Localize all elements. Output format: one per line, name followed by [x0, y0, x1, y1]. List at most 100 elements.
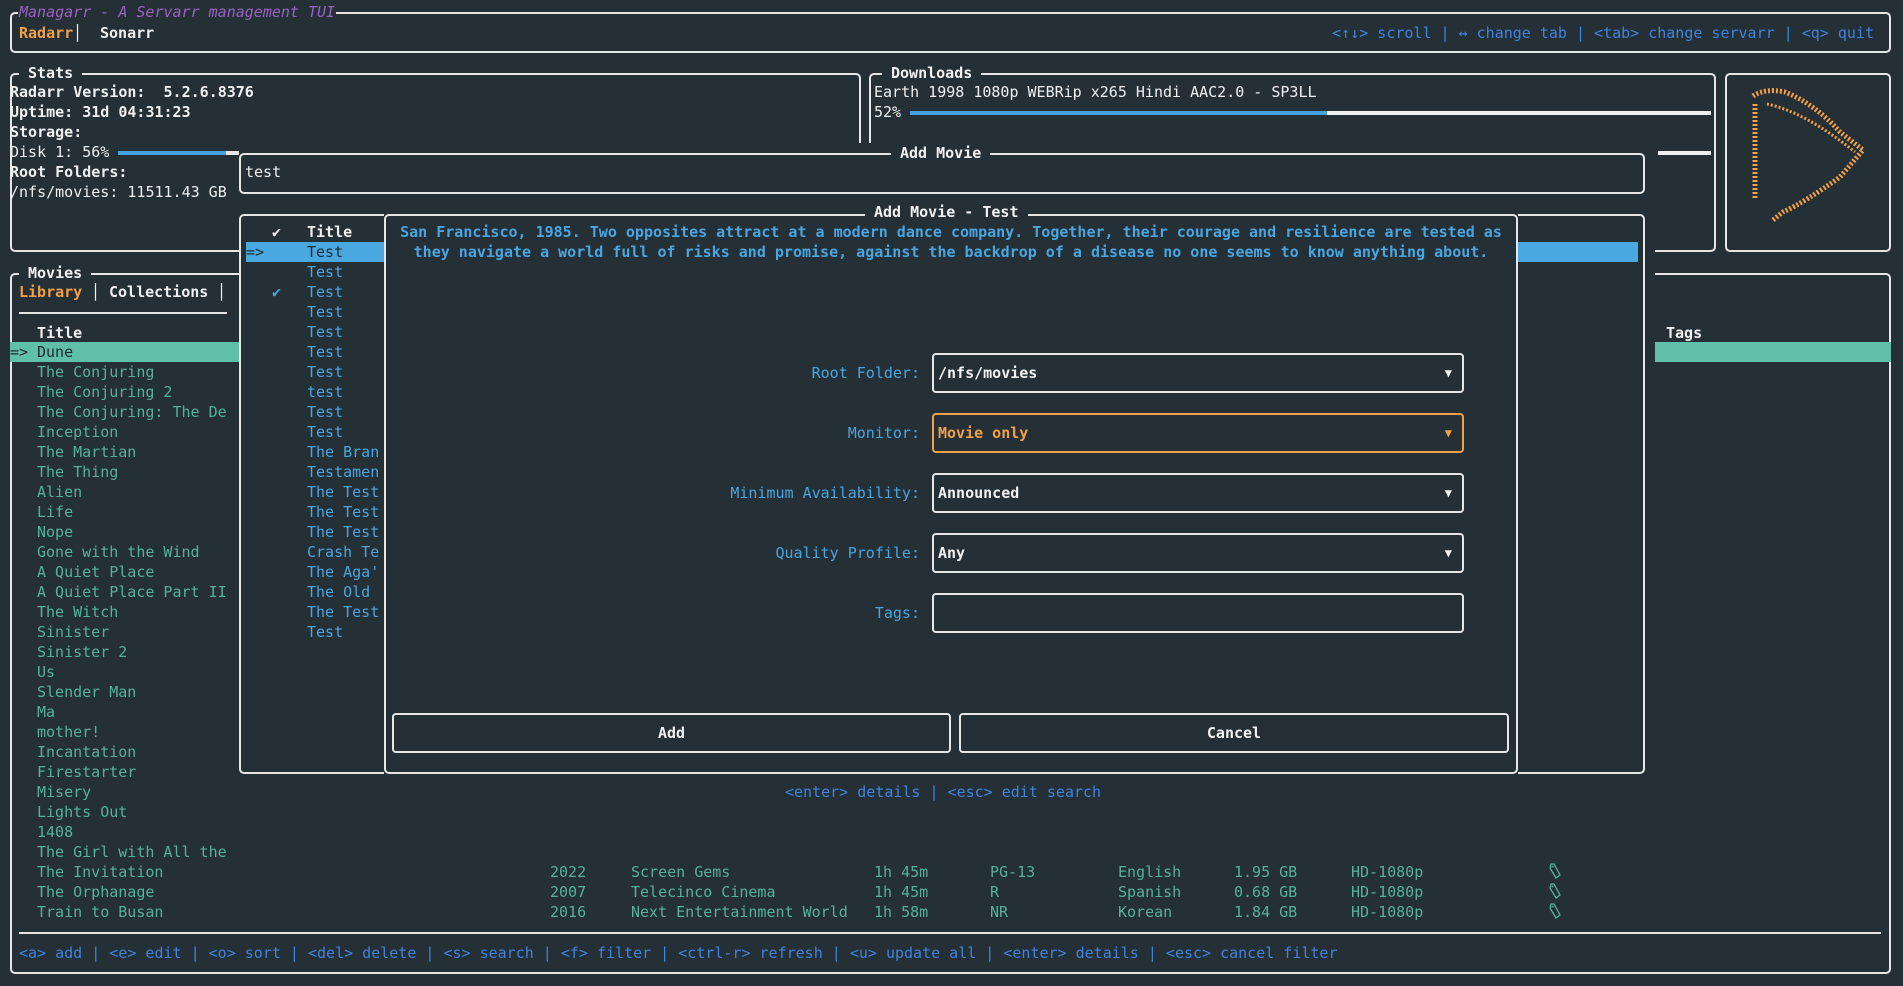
add-button[interactable]: Add [392, 713, 951, 753]
movie-row[interactable]: Misery [10, 782, 1891, 802]
movie-row[interactable]: Lights Out [10, 802, 1891, 822]
search-result-row[interactable]: => Test [246, 242, 380, 262]
movie-rating: NR [990, 903, 1009, 921]
search-result-row[interactable]: The Test [246, 482, 380, 502]
app-title: Managarr - A Servarr management TUI [18, 2, 337, 22]
search-result-row[interactable]: Test [246, 402, 380, 422]
search-result-row[interactable]: Test [246, 362, 380, 382]
movie-row[interactable]: Us [10, 662, 1891, 682]
movie-row[interactable]: mother! [10, 722, 1891, 742]
movie-row[interactable]: The Invitation 2022 Screen Gems 1h 45m PG-13… [10, 862, 1891, 882]
movie-row[interactable]: Sinister 2 [10, 642, 1891, 662]
monitor-dropdown[interactable]: Movie only ▼ [932, 413, 1464, 453]
movie-rating: PG-13 [990, 863, 1036, 881]
movie-row[interactable]: The Witch [10, 602, 1891, 622]
movie-row[interactable]: Incantation [10, 742, 1891, 762]
movies-title: Movies [19, 263, 92, 283]
movie-title: The Conjuring: The De [37, 403, 226, 421]
movie-row[interactable]: Sinister [10, 622, 1891, 642]
result-title: The Test [307, 603, 380, 621]
movie-title: The Martian [37, 443, 137, 461]
search-result-row[interactable]: Test [246, 302, 380, 322]
movie-row[interactable]: The Thing [10, 462, 1891, 482]
movie-row[interactable]: The Conjuring [10, 362, 1891, 382]
root-folder-label: Root Folder: [811, 364, 920, 382]
movie-title: The Conjuring 2 [37, 383, 173, 401]
minimum-availability-dropdown[interactable]: Announced ▼ [932, 473, 1464, 513]
search-result-row[interactable]: ✔ Test [246, 282, 380, 302]
movie-row[interactable]: The Orphanage 2007 Telecinco Cinema 1h 45m R… [10, 882, 1891, 902]
search-result-row[interactable]: Testamen [246, 462, 380, 482]
result-title: Testamen [307, 463, 380, 481]
movie-row[interactable]: Nope [10, 522, 1891, 542]
movie-language: Spanish [1118, 883, 1182, 901]
tab-library[interactable]: Library [19, 283, 83, 301]
movie-row[interactable]: Life [10, 502, 1891, 522]
search-result-row[interactable]: test [246, 382, 380, 402]
movie-row[interactable]: Train to Busan 2016 Next Entertainment Wor… [10, 902, 1891, 922]
result-title: Crash Te [307, 543, 380, 561]
movie-title: The Witch [37, 603, 119, 621]
movie-title: The Thing [37, 463, 119, 481]
storage-label: Storage: [10, 123, 83, 141]
search-result-row[interactable]: The Test [246, 602, 380, 622]
movie-year: 2016 [550, 903, 587, 921]
movie-quality: HD-1080p [1351, 863, 1424, 881]
movie-row[interactable]: => Dune [10, 342, 1891, 362]
movie-row[interactable]: Inception [10, 422, 1891, 442]
movie-row[interactable]: Ma [10, 702, 1891, 722]
result-title: Test [307, 283, 344, 301]
search-result-row[interactable]: The Old [246, 582, 380, 602]
tab-sonarr[interactable]: Sonarr [100, 24, 155, 42]
search-result-row[interactable]: The Aga' [246, 562, 380, 582]
movie-title: Slender Man [37, 683, 137, 701]
add-movie-help: <enter> details | <esc> edit search [785, 783, 1102, 801]
disk-usage-fill [118, 151, 226, 155]
search-result-row[interactable]: Test [246, 342, 380, 362]
search-result-row[interactable]: The Test [246, 502, 380, 522]
cancel-button[interactable]: Cancel [959, 713, 1509, 753]
movie-runtime: 1h 58m [874, 903, 929, 921]
results-added-column: ✔ [272, 223, 282, 241]
movie-row[interactable]: The Conjuring 2 [10, 382, 1891, 402]
movie-rating: R [990, 883, 1000, 901]
movie-overview-line-1: San Francisco, 1985. Two opposites attra… [400, 223, 1502, 241]
result-title: Test [307, 363, 344, 381]
movie-row[interactable]: The Conjuring: The De [10, 402, 1891, 422]
search-result-row[interactable]: Crash Te [246, 542, 380, 562]
quality-profile-dropdown[interactable]: Any ▼ [932, 533, 1464, 573]
movie-row[interactable]: A Quiet Place [10, 562, 1891, 582]
movie-title: Gone with the Wind [37, 543, 200, 561]
search-result-row[interactable]: The Test [246, 522, 380, 542]
checkmark-icon: ✔ [272, 283, 282, 301]
movie-title: Sinister 2 [37, 643, 128, 661]
add-movie-search-input[interactable]: test [245, 163, 282, 181]
movie-row[interactable]: Gone with the Wind [10, 542, 1891, 562]
minimum-availability-value: Announced [938, 484, 1020, 502]
movie-row[interactable]: Alien [10, 482, 1891, 502]
movie-title: Inception [37, 423, 119, 441]
quality-profile-label: Quality Profile: [775, 544, 921, 562]
search-result-row[interactable]: Test [246, 262, 380, 282]
search-result-row[interactable]: Test [246, 322, 380, 342]
root-folder-dropdown[interactable]: /nfs/movies ▼ [932, 353, 1464, 393]
result-title: Test [307, 243, 344, 261]
movie-title: 1408 [37, 823, 74, 841]
movie-row[interactable]: Firestarter [10, 762, 1891, 782]
search-result-row[interactable]: Test [246, 422, 380, 442]
download-progress-fill [910, 111, 1327, 115]
movie-row[interactable]: The Girl with All the [10, 842, 1891, 862]
movie-row[interactable]: A Quiet Place Part II [10, 582, 1891, 602]
tags-input[interactable] [932, 593, 1464, 633]
movie-row[interactable]: The Martian [10, 442, 1891, 462]
movie-row[interactable]: 1408 [10, 822, 1891, 842]
tab-collections[interactable]: Collections [109, 283, 209, 301]
uptime: Uptime: 31d 04:31:23 [10, 103, 191, 121]
result-title: Test [307, 323, 344, 341]
result-title: Test [307, 263, 344, 281]
movies-tab-divider-end: │ [217, 283, 227, 301]
tab-radarr[interactable]: Radarr [19, 24, 74, 42]
search-result-row[interactable]: The Bran [246, 442, 380, 462]
movie-row[interactable]: Slender Man [10, 682, 1891, 702]
search-result-row[interactable]: Test [246, 622, 380, 642]
